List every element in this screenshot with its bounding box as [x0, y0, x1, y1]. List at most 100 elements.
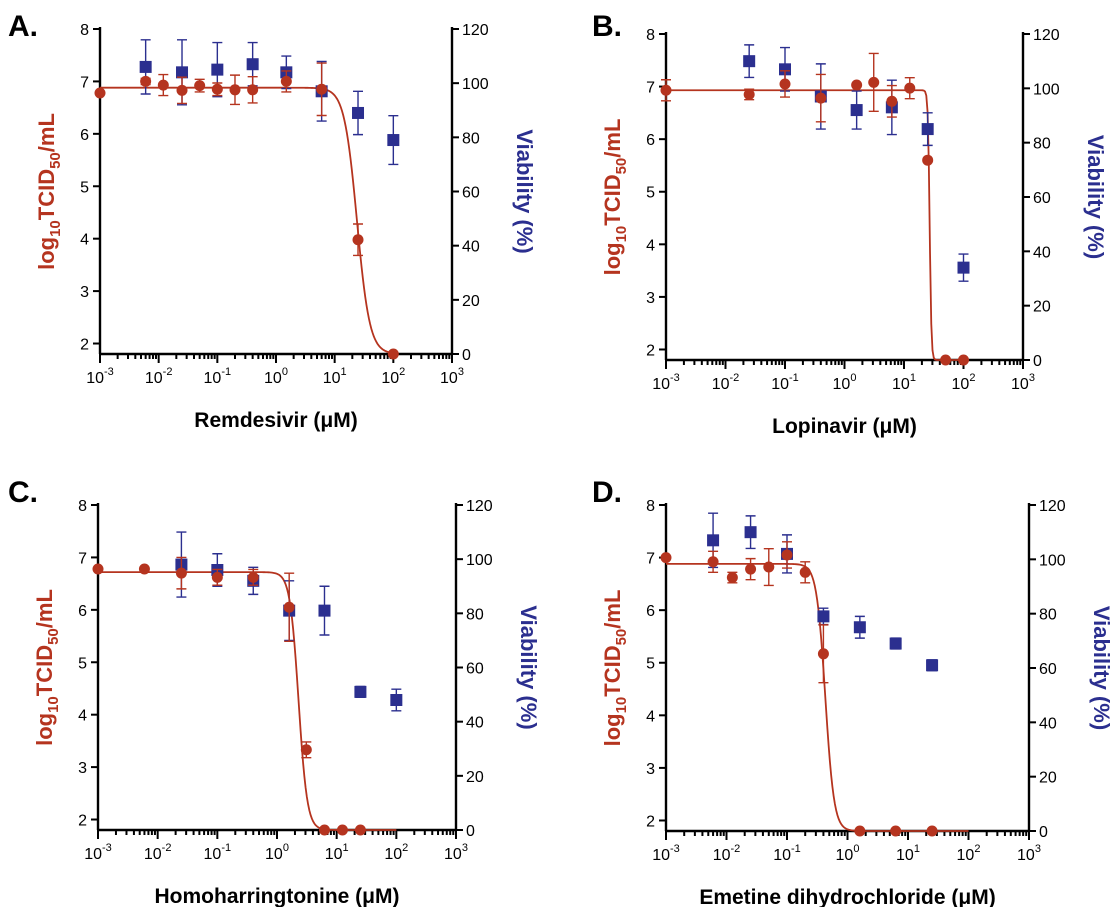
viability-point	[707, 534, 720, 547]
titer-point	[781, 549, 793, 561]
x-tick-label: 101	[325, 842, 349, 863]
titer-point	[890, 825, 902, 837]
y-left-tick-label: 2	[646, 813, 655, 830]
x-tick-label: 100	[264, 366, 288, 387]
titer-point	[868, 76, 880, 88]
viability-point	[176, 66, 189, 79]
y-left-tick-label: 5	[646, 185, 655, 202]
titer-point	[922, 154, 934, 166]
y-left-tick-label: 6	[78, 603, 87, 620]
y-left-tick-label: 6	[80, 127, 89, 144]
titer-point	[352, 234, 364, 246]
y-left-tick-label: 4	[78, 708, 87, 725]
y-right-tick-label: 120	[1033, 27, 1060, 44]
y-right-tick-label: 20	[1039, 770, 1057, 787]
y-right-tick-label: 20	[466, 769, 484, 786]
viability-point	[354, 685, 367, 698]
y-left-tick-label: 5	[646, 656, 655, 673]
titer-point	[815, 92, 827, 104]
y-left-tick-label: 5	[80, 179, 89, 196]
panel-label: C.	[8, 476, 38, 509]
y-left-axis-label: log10TCID50/mL	[600, 119, 630, 276]
titer-point	[904, 82, 916, 94]
titer-point	[318, 824, 330, 836]
y-right-tick-label: 20	[462, 293, 480, 310]
y-right-tick-label: 60	[466, 661, 484, 678]
viability-point	[743, 55, 756, 68]
x-tick-label: 103	[1011, 372, 1035, 393]
y-left-tick-label: 3	[646, 761, 655, 778]
titer-point	[660, 84, 672, 96]
y-right-tick-label: 40	[462, 239, 480, 256]
y-left-tick-label: 8	[80, 22, 89, 39]
y-right-axis-label: Viability (%)	[1089, 606, 1110, 730]
y-left-tick-label: 3	[80, 284, 89, 301]
y-right-tick-label: 100	[466, 552, 493, 569]
y-right-tick-label: 80	[466, 606, 484, 623]
viability-point	[139, 60, 152, 73]
x-axis-label: Remdesivir (μM)	[194, 409, 357, 432]
y-right-tick-label: 120	[462, 22, 489, 39]
titer-point	[138, 563, 150, 575]
y-left-axis-label: log10TCID50/mL	[600, 590, 630, 747]
y-right-tick-label: 20	[1033, 299, 1051, 316]
titer-point	[886, 95, 898, 107]
viability-point	[387, 134, 400, 147]
y-left-axis-label: log10TCID50/mL	[34, 113, 64, 270]
titer-point	[194, 80, 206, 92]
x-tick-label: 101	[892, 372, 916, 393]
titer-point	[799, 566, 811, 578]
x-tick-label: 10-1	[204, 842, 232, 863]
y-right-tick-label: 60	[462, 185, 480, 202]
x-axis-label: Emetine dihydrochloride (μM)	[699, 886, 995, 907]
titer-point	[94, 87, 106, 99]
titer-point	[926, 825, 938, 837]
x-tick-label: 10-1	[771, 372, 799, 393]
viability-point	[926, 659, 939, 672]
y-right-tick-label: 0	[462, 347, 471, 364]
viability-point	[744, 526, 757, 539]
y-left-tick-label: 2	[78, 813, 87, 830]
x-tick-label: 102	[384, 842, 408, 863]
x-tick-label: 101	[896, 843, 920, 864]
titer-point	[958, 354, 969, 366]
titer-point	[336, 824, 348, 836]
x-tick-label: 10-2	[145, 366, 173, 387]
y-left-tick-label: 7	[80, 74, 89, 91]
y-left-tick-label: 6	[646, 132, 655, 149]
y-left-tick-label: 8	[78, 498, 87, 515]
y-left-tick-label: 3	[646, 290, 655, 307]
fit-curve-titer	[100, 86, 394, 355]
panel-label: B.	[592, 10, 622, 43]
titer-point	[817, 648, 829, 660]
x-tick-label: 10-2	[144, 842, 172, 863]
titer-point	[763, 561, 775, 573]
x-tick-label: 101	[323, 366, 347, 387]
viability-point	[779, 63, 791, 76]
viability-point	[853, 621, 866, 634]
y-left-tick-label: 2	[80, 337, 89, 354]
titer-point	[707, 556, 719, 568]
y-right-tick-label: 0	[466, 823, 475, 840]
y-right-tick-label: 100	[1039, 552, 1066, 569]
panel-label: A.	[8, 10, 38, 43]
fit-curve-titer	[666, 89, 964, 361]
y-left-tick-label: 3	[78, 760, 87, 777]
titer-point	[211, 571, 223, 583]
titer-point	[660, 552, 672, 564]
y-right-tick-label: 100	[1033, 81, 1060, 98]
titer-point	[211, 83, 223, 95]
y-left-tick-label: 4	[646, 237, 655, 254]
y-left-tick-label: 2	[646, 342, 655, 359]
x-tick-label: 10-2	[713, 843, 741, 864]
y-right-tick-label: 120	[466, 498, 493, 515]
y-left-tick-label: 5	[78, 655, 87, 672]
y-left-tick-label: 4	[80, 232, 89, 249]
y-right-tick-label: 80	[462, 130, 480, 147]
viability-point	[957, 261, 970, 274]
y-left-tick-label: 4	[646, 708, 655, 725]
y-right-tick-label: 40	[1039, 715, 1057, 732]
y-right-tick-label: 100	[462, 76, 489, 93]
y-right-tick-label: 40	[1033, 244, 1051, 261]
